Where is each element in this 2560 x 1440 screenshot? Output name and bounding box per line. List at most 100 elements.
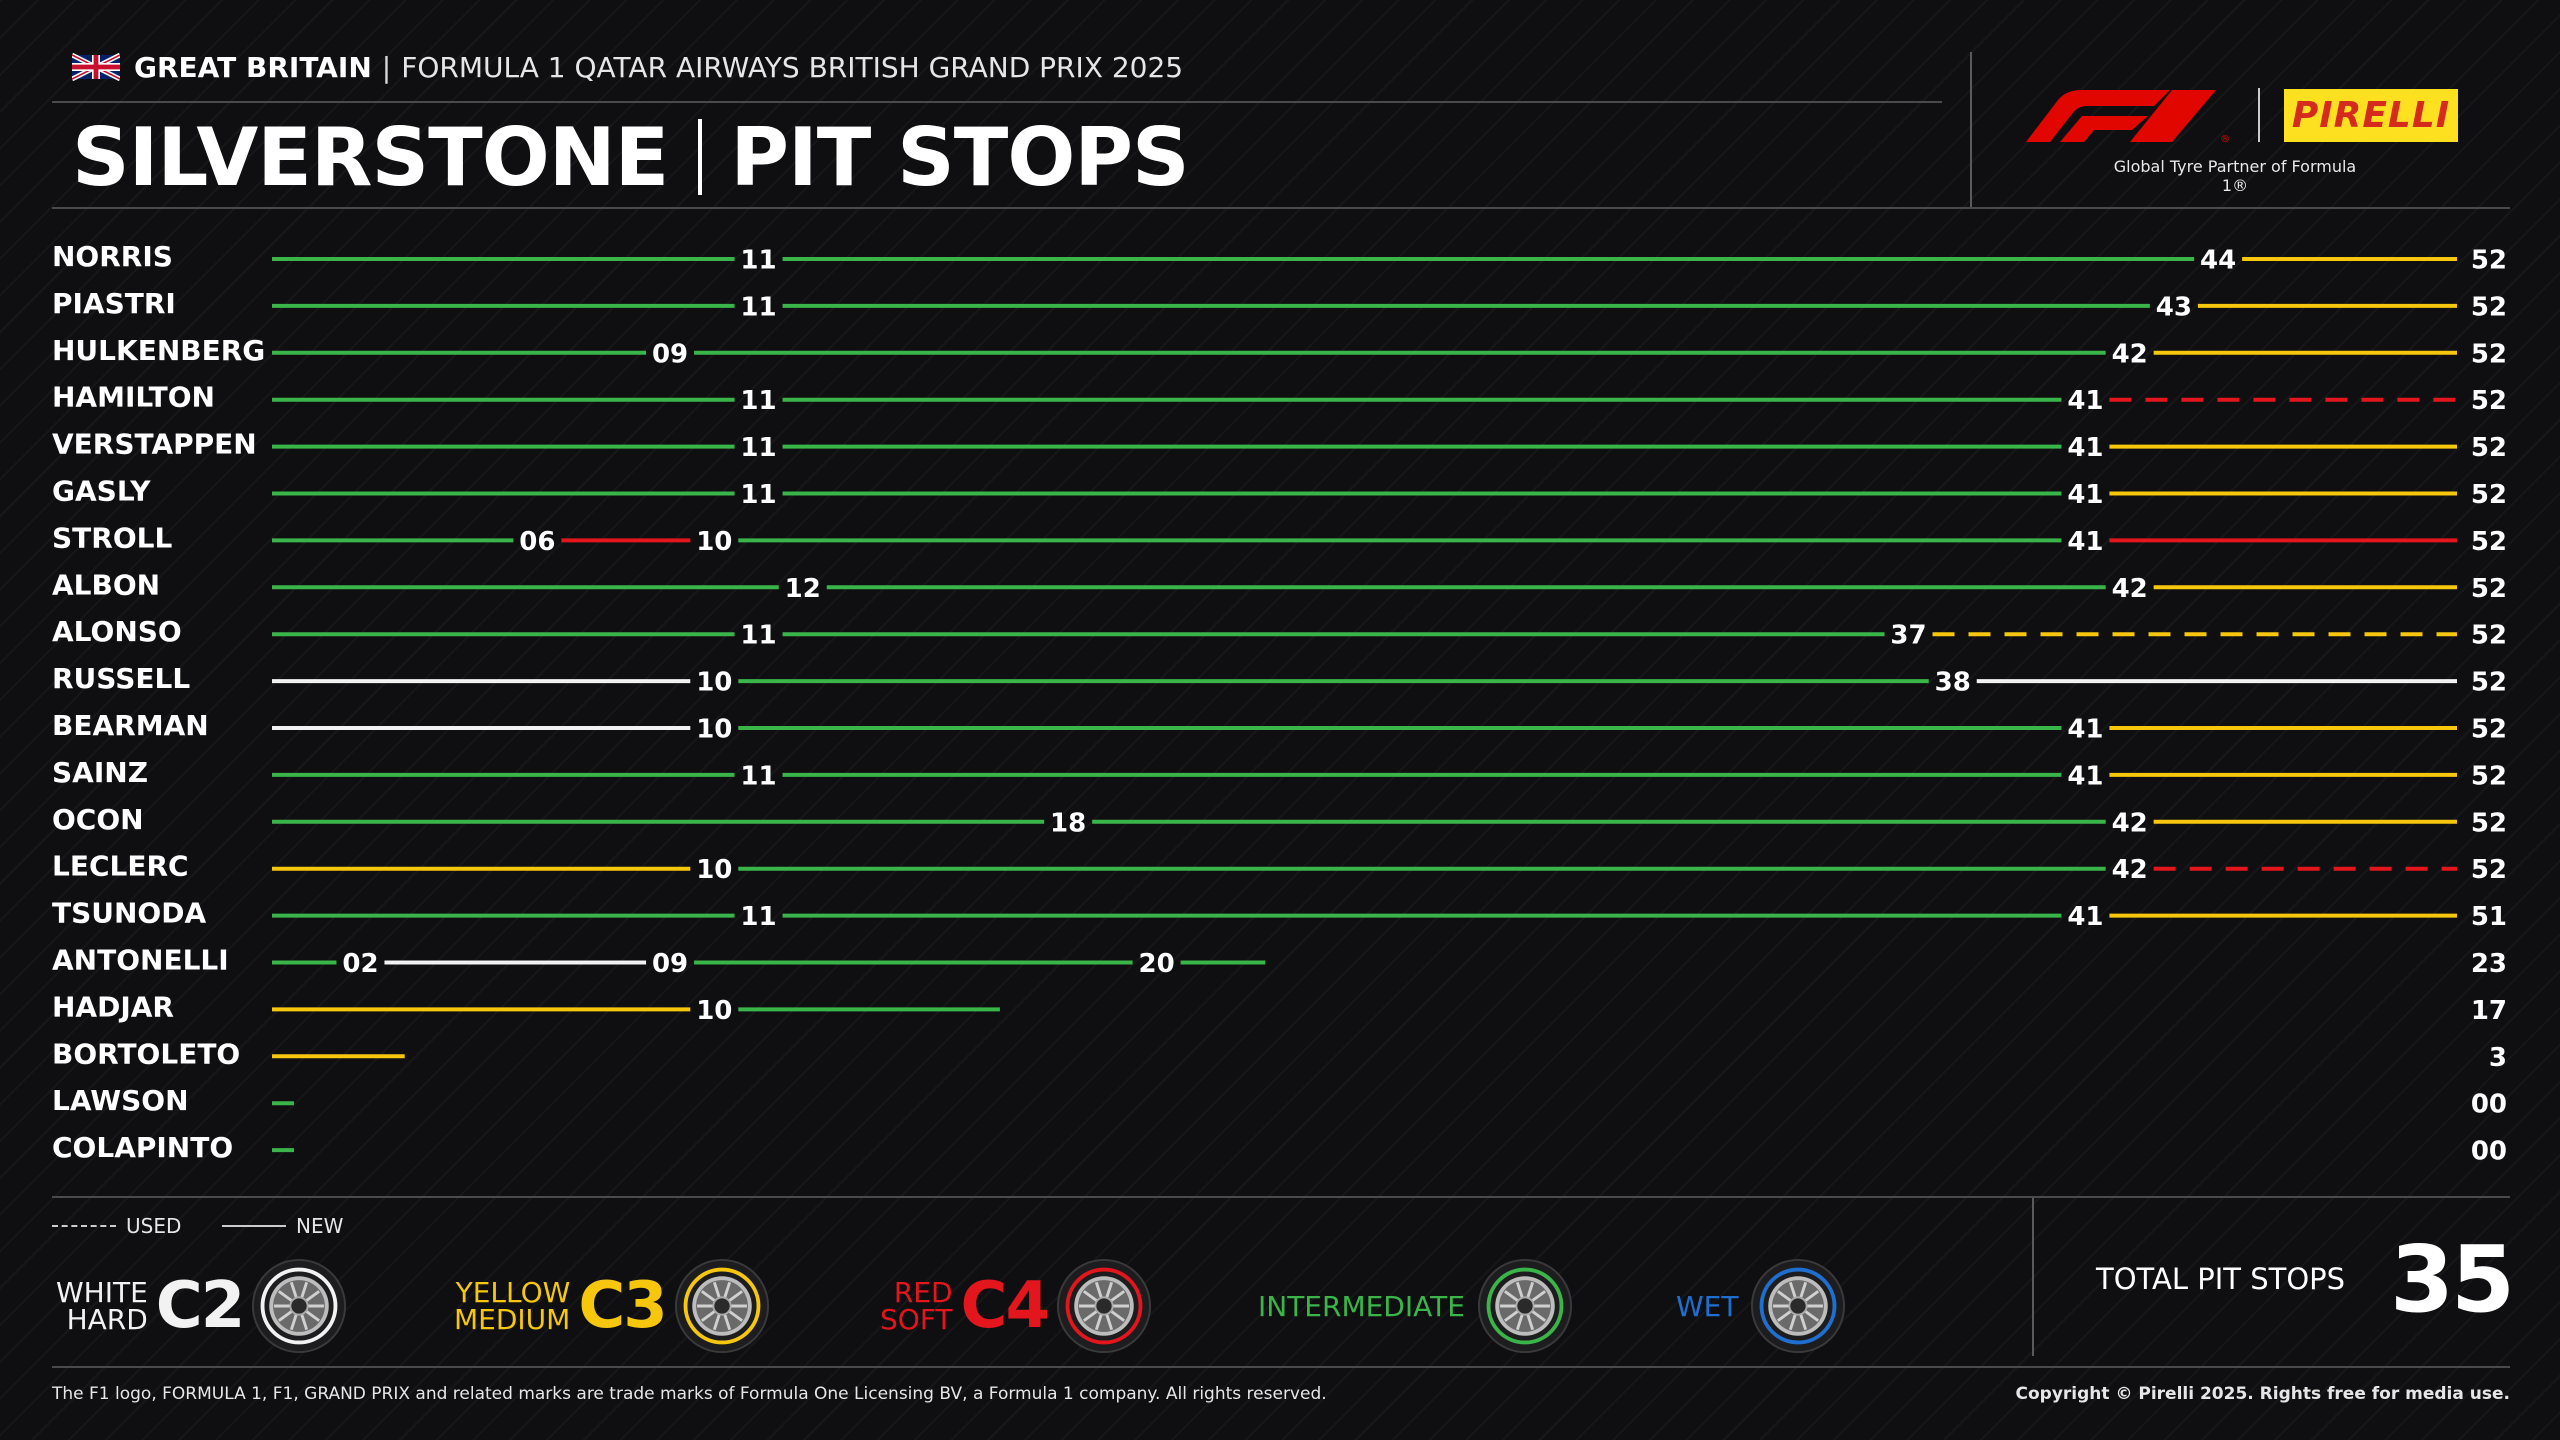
driver-name: BORTOLETO [52, 1037, 240, 1070]
pit-lap-label: 42 [2112, 574, 2148, 604]
driver-name: ALONSO [52, 615, 182, 648]
pit-lap-label: 11 [740, 480, 776, 510]
medium-line2: MEDIUM [454, 1303, 571, 1336]
soft-code: C4 [960, 1269, 1050, 1343]
hard-code: C2 [155, 1269, 245, 1343]
pit-lap-label: 09 [652, 339, 688, 369]
union-jack-flag-icon [72, 53, 120, 81]
hard-line2: HARD [66, 1303, 148, 1336]
finish-lap-label: 00 [2471, 1090, 2507, 1120]
pit-lap-label: 41 [2067, 433, 2103, 463]
driver-name: OCON [52, 803, 144, 836]
finish-lap-label: 17 [2471, 996, 2507, 1026]
footer-copyright: Copyright © Pirelli 2025. Rights free fo… [2015, 1384, 2510, 1404]
pit-lap-label: 20 [1139, 949, 1175, 979]
pit-lap-label: 11 [740, 621, 776, 651]
driver-name: LAWSON [52, 1084, 189, 1117]
wet-label: WET [1676, 1289, 1739, 1323]
medium-code: C3 [578, 1269, 667, 1343]
f1-logo-icon: ® [2026, 90, 2230, 144]
title-separator [698, 119, 703, 195]
dashed-line-icon [52, 1225, 116, 1227]
chart-top-divider [52, 207, 2510, 209]
pit-lap-label: 11 [740, 246, 776, 276]
chart-bottom-divider [52, 1196, 2510, 1198]
pit-lap-label: 42 [2112, 339, 2148, 369]
driver-name: HULKENBERG [52, 334, 265, 367]
driver-name: TSUNODA [52, 897, 206, 930]
pit-lap-label: 18 [1050, 808, 1086, 838]
pit-lap-label: 41 [2067, 902, 2103, 932]
intermediate-label: INTERMEDIATE [1258, 1289, 1465, 1323]
driver-name: ALBON [52, 568, 160, 601]
finish-lap-label: 52 [2471, 480, 2507, 510]
soft-tyre-icon [1056, 1258, 1152, 1354]
event-header: GREAT BRITAIN | FORMULA 1 QATAR AIRWAYS … [72, 50, 1183, 84]
finish-lap-label: 52 [2471, 761, 2507, 791]
pit-lap-label: 10 [696, 527, 732, 557]
finish-lap-label: 52 [2471, 527, 2507, 557]
driver-name: VERSTAPPEN [52, 428, 257, 461]
driver-name: COLAPINTO [52, 1131, 233, 1164]
legend-used: USED [52, 1214, 181, 1238]
pit-lap-label: 43 [2156, 292, 2192, 322]
pit-lap-label: 11 [740, 292, 776, 322]
hard-tyre-icon [252, 1258, 347, 1354]
driver-name: BEARMAN [52, 709, 209, 742]
finish-lap-label: 23 [2471, 949, 2507, 979]
header-divider [52, 101, 1942, 103]
legend-intermediate: INTERMEDIATE [1258, 1256, 1573, 1356]
finish-lap-label: 52 [2471, 292, 2507, 322]
pit-lap-label: 10 [696, 855, 732, 885]
medium-line1: YELLOW [455, 1276, 571, 1309]
intermediate-tyre-icon [1477, 1258, 1572, 1354]
total-pit-stops-value: 35 [2389, 1226, 2515, 1333]
pit-lap-label: 11 [740, 433, 776, 463]
pit-lap-label: 41 [2067, 480, 2103, 510]
finish-lap-label: 52 [2471, 386, 2507, 416]
finish-lap-label: 52 [2471, 808, 2507, 838]
driver-name: STROLL [52, 521, 172, 554]
driver-name: HADJAR [52, 990, 174, 1023]
legend-soft: RED SOFT C4 [880, 1256, 1152, 1356]
finish-lap-label: 52 [2471, 433, 2507, 463]
solid-line-icon [222, 1225, 286, 1227]
pit-lap-label: 44 [2200, 246, 2236, 276]
medium-tyre-icon [674, 1258, 769, 1354]
finish-lap-label: 52 [2471, 715, 2507, 745]
pit-lap-label: 11 [740, 761, 776, 791]
finish-lap-label: 52 [2471, 574, 2507, 604]
finish-lap-label: 3 [2489, 1043, 2507, 1073]
finish-lap-label: 00 [2471, 1137, 2507, 1167]
footer-trademark: The F1 logo, FORMULA 1, F1, GRAND PRIX a… [52, 1384, 1327, 1404]
legend-hard: WHITE HARD C2 [56, 1256, 347, 1356]
soft-line1: RED [893, 1276, 953, 1309]
hard-line1: WHITE [56, 1276, 148, 1309]
driver-name: RUSSELL [52, 662, 190, 695]
pit-lap-label: 10 [696, 668, 732, 698]
footer-divider [52, 1366, 2510, 1368]
svg-text:®: ® [2220, 134, 2230, 144]
logo-divider [1970, 52, 1972, 208]
total-divider [2032, 1198, 2034, 1356]
event-name: FORMULA 1 QATAR AIRWAYS BRITISH GRAND PR… [401, 50, 1184, 84]
pirelli-logo: PIRELLI [2284, 89, 2458, 142]
pit-lap-label: 41 [2067, 761, 2103, 791]
partner-tagline: Global Tyre Partner of Formula 1® [2113, 157, 2357, 195]
finish-lap-label: 51 [2471, 902, 2507, 932]
page-title: SILVERSTONE PIT STOPS [72, 110, 1190, 204]
driver-name: ANTONELLI [52, 944, 229, 977]
driver-name: PIASTRI [52, 287, 176, 320]
finish-lap-label: 52 [2471, 668, 2507, 698]
pit-lap-label: 42 [2112, 808, 2148, 838]
title-circuit: SILVERSTONE [72, 110, 669, 204]
pit-lap-label: 12 [785, 574, 821, 604]
total-pit-stops-label: TOTAL PIT STOPS [2096, 1262, 2346, 1296]
soft-line2: SOFT [880, 1303, 953, 1336]
pit-lap-label: 37 [1890, 621, 1926, 651]
legend-new: NEW [222, 1214, 343, 1238]
legend-medium: YELLOW MEDIUM C3 [454, 1256, 770, 1356]
title-topic: PIT STOPS [730, 110, 1189, 204]
pit-lap-label: 06 [519, 527, 555, 557]
pit-lap-label: 41 [2067, 715, 2103, 745]
